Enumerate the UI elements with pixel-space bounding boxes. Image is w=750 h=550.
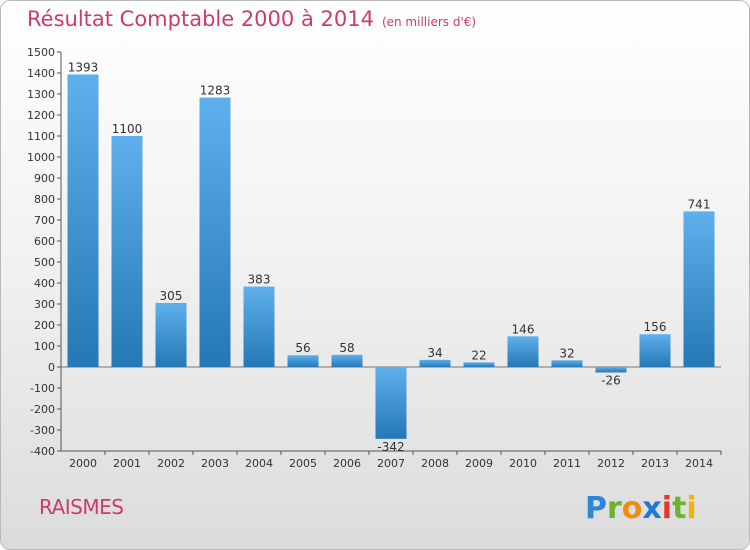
x-tick-label: 2001 (113, 457, 141, 470)
data-label: 34 (427, 346, 442, 360)
x-tick-label: 2005 (289, 457, 317, 470)
logo-letter: i (662, 491, 672, 526)
y-tick-label: 100 (34, 340, 55, 353)
logo-letter: i (686, 491, 695, 526)
y-tick-label: 300 (34, 298, 55, 311)
y-tick-label: 800 (34, 193, 55, 206)
data-label: 22 (471, 348, 486, 362)
data-label: 56 (295, 341, 310, 355)
x-tick-label: 2006 (333, 457, 361, 470)
data-label: -342 (377, 440, 404, 454)
x-tick-label: 2003 (201, 457, 229, 470)
bar (331, 354, 363, 367)
y-tick-label: 1500 (27, 46, 55, 59)
data-label: 1100 (112, 122, 143, 136)
bar (507, 336, 539, 367)
y-tick-label: -300 (30, 424, 55, 437)
bar (463, 362, 495, 367)
data-label: 383 (248, 273, 271, 287)
chart-title-block: Résultat Comptable 2000 à 2014 (en millie… (27, 7, 476, 31)
data-label: 305 (160, 289, 183, 303)
y-tick-label: 500 (34, 256, 55, 269)
y-tick-label: 400 (34, 277, 55, 290)
x-tick-label: 2000 (69, 457, 97, 470)
bar (595, 367, 627, 373)
x-tick-label: 2002 (157, 457, 185, 470)
data-label: 32 (559, 346, 574, 360)
chart-unit-label: (en milliers d'€) (381, 15, 477, 29)
y-tick-label: -400 (30, 445, 55, 458)
y-tick-label: 900 (34, 172, 55, 185)
data-label: 58 (339, 341, 354, 355)
logo-letter: o (622, 491, 643, 526)
y-tick-label: 0 (48, 361, 55, 374)
proxiti-logo: Proxiti (585, 491, 695, 526)
bar (639, 334, 671, 367)
bar (683, 211, 715, 367)
bar (551, 360, 583, 367)
y-tick-label: 600 (34, 235, 55, 248)
y-tick-label: 200 (34, 319, 55, 332)
x-tick-label: 2004 (245, 457, 273, 470)
y-tick-label: -200 (30, 403, 55, 416)
bar (67, 74, 99, 367)
bar (287, 355, 319, 367)
x-tick-label: 2010 (509, 457, 537, 470)
data-label: 1393 (68, 60, 99, 74)
logo-letter: x (642, 491, 661, 526)
data-label: 1283 (200, 84, 231, 98)
data-label: 156 (644, 320, 667, 334)
logo-letter: t (672, 491, 686, 526)
data-label: -26 (601, 373, 621, 387)
x-tick-label: 2009 (465, 457, 493, 470)
x-tick-label: 2014 (685, 457, 713, 470)
x-tick-label: 2007 (377, 457, 405, 470)
city-name: RAISMES (39, 495, 124, 519)
logo-letter: P (585, 491, 607, 526)
bar (199, 97, 231, 367)
bar (375, 367, 407, 439)
proxiti-logo-text: Proxiti (585, 491, 695, 526)
x-tick-label: 2013 (641, 457, 669, 470)
y-tick-label: 1000 (27, 151, 55, 164)
x-tick-label: 2011 (553, 457, 581, 470)
y-tick-label: -100 (30, 382, 55, 395)
data-label: 741 (688, 197, 711, 211)
y-tick-label: 1300 (27, 88, 55, 101)
bar (111, 136, 143, 367)
data-label: 146 (512, 322, 535, 336)
y-tick-label: 1400 (27, 67, 55, 80)
x-tick-label: 2012 (597, 457, 625, 470)
x-tick-label: 2008 (421, 457, 449, 470)
bar (419, 359, 451, 367)
y-tick-label: 700 (34, 214, 55, 227)
bar (155, 302, 187, 367)
y-tick-label: 1100 (27, 130, 55, 143)
logo-letter: r (607, 491, 622, 526)
y-tick-label: 1200 (27, 109, 55, 122)
chart-title: Résultat Comptable 2000 à 2014 (27, 7, 374, 31)
bar (243, 286, 275, 367)
